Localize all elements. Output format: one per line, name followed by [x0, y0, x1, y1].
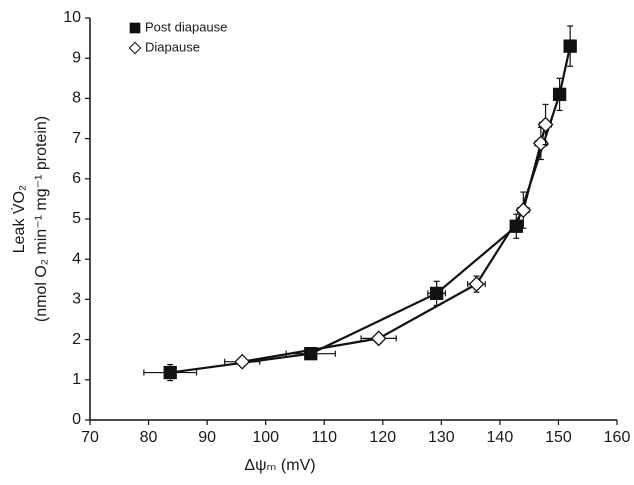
- legend-label: Diapause: [145, 39, 200, 54]
- data-point: [515, 202, 532, 219]
- y-tick-label: 0: [72, 411, 81, 428]
- x-tick-label: 70: [81, 429, 99, 446]
- data-point: [163, 365, 177, 380]
- data-point: [304, 347, 318, 361]
- x-tick-label: 160: [604, 429, 631, 446]
- legend-label: Post diapause: [145, 19, 227, 34]
- x-tick-label: 110: [311, 429, 337, 446]
- x-tick-label: 150: [545, 429, 572, 446]
- y-tick-label: 1: [72, 371, 81, 388]
- series-line: [170, 45, 572, 374]
- y-tick-label: 2: [72, 331, 81, 348]
- y-tick-label: 7: [72, 130, 81, 147]
- x-axis-label: Δψₘ (mV): [244, 457, 315, 474]
- y-axis-label: (nmol O₂ min⁻¹ mg⁻¹ protein): [33, 116, 50, 322]
- legend: Post diapause Diapause: [128, 19, 227, 55]
- data-point: [234, 353, 251, 370]
- x-tick-label: 90: [198, 429, 216, 446]
- x-tick-label: 120: [369, 429, 396, 446]
- data-point: [468, 276, 485, 293]
- y-tick-label: 10: [63, 9, 81, 26]
- y-tick-label: 8: [72, 90, 81, 107]
- data-point: [429, 286, 444, 301]
- x-tick-label: 130: [428, 429, 455, 446]
- y-tick-label: 4: [72, 250, 81, 267]
- y-tick-label: 9: [72, 49, 81, 66]
- y-axis-label: Leak V̇O₂: [10, 185, 28, 253]
- y-tick-label: 5: [72, 210, 81, 227]
- x-tick-label: 100: [252, 429, 279, 446]
- legend-marker: [128, 41, 142, 55]
- series-line: [242, 124, 547, 363]
- data-point: [509, 219, 523, 233]
- x-tick-label: 80: [140, 429, 158, 446]
- y-tick-label: 3: [72, 291, 81, 308]
- data-point: [552, 87, 567, 102]
- y-tick-label: 6: [72, 170, 81, 187]
- legend-marker: [129, 22, 141, 34]
- data-point: [370, 330, 387, 347]
- data-point: [537, 116, 554, 133]
- data-point: [563, 39, 577, 53]
- x-tick-label: 140: [487, 429, 514, 446]
